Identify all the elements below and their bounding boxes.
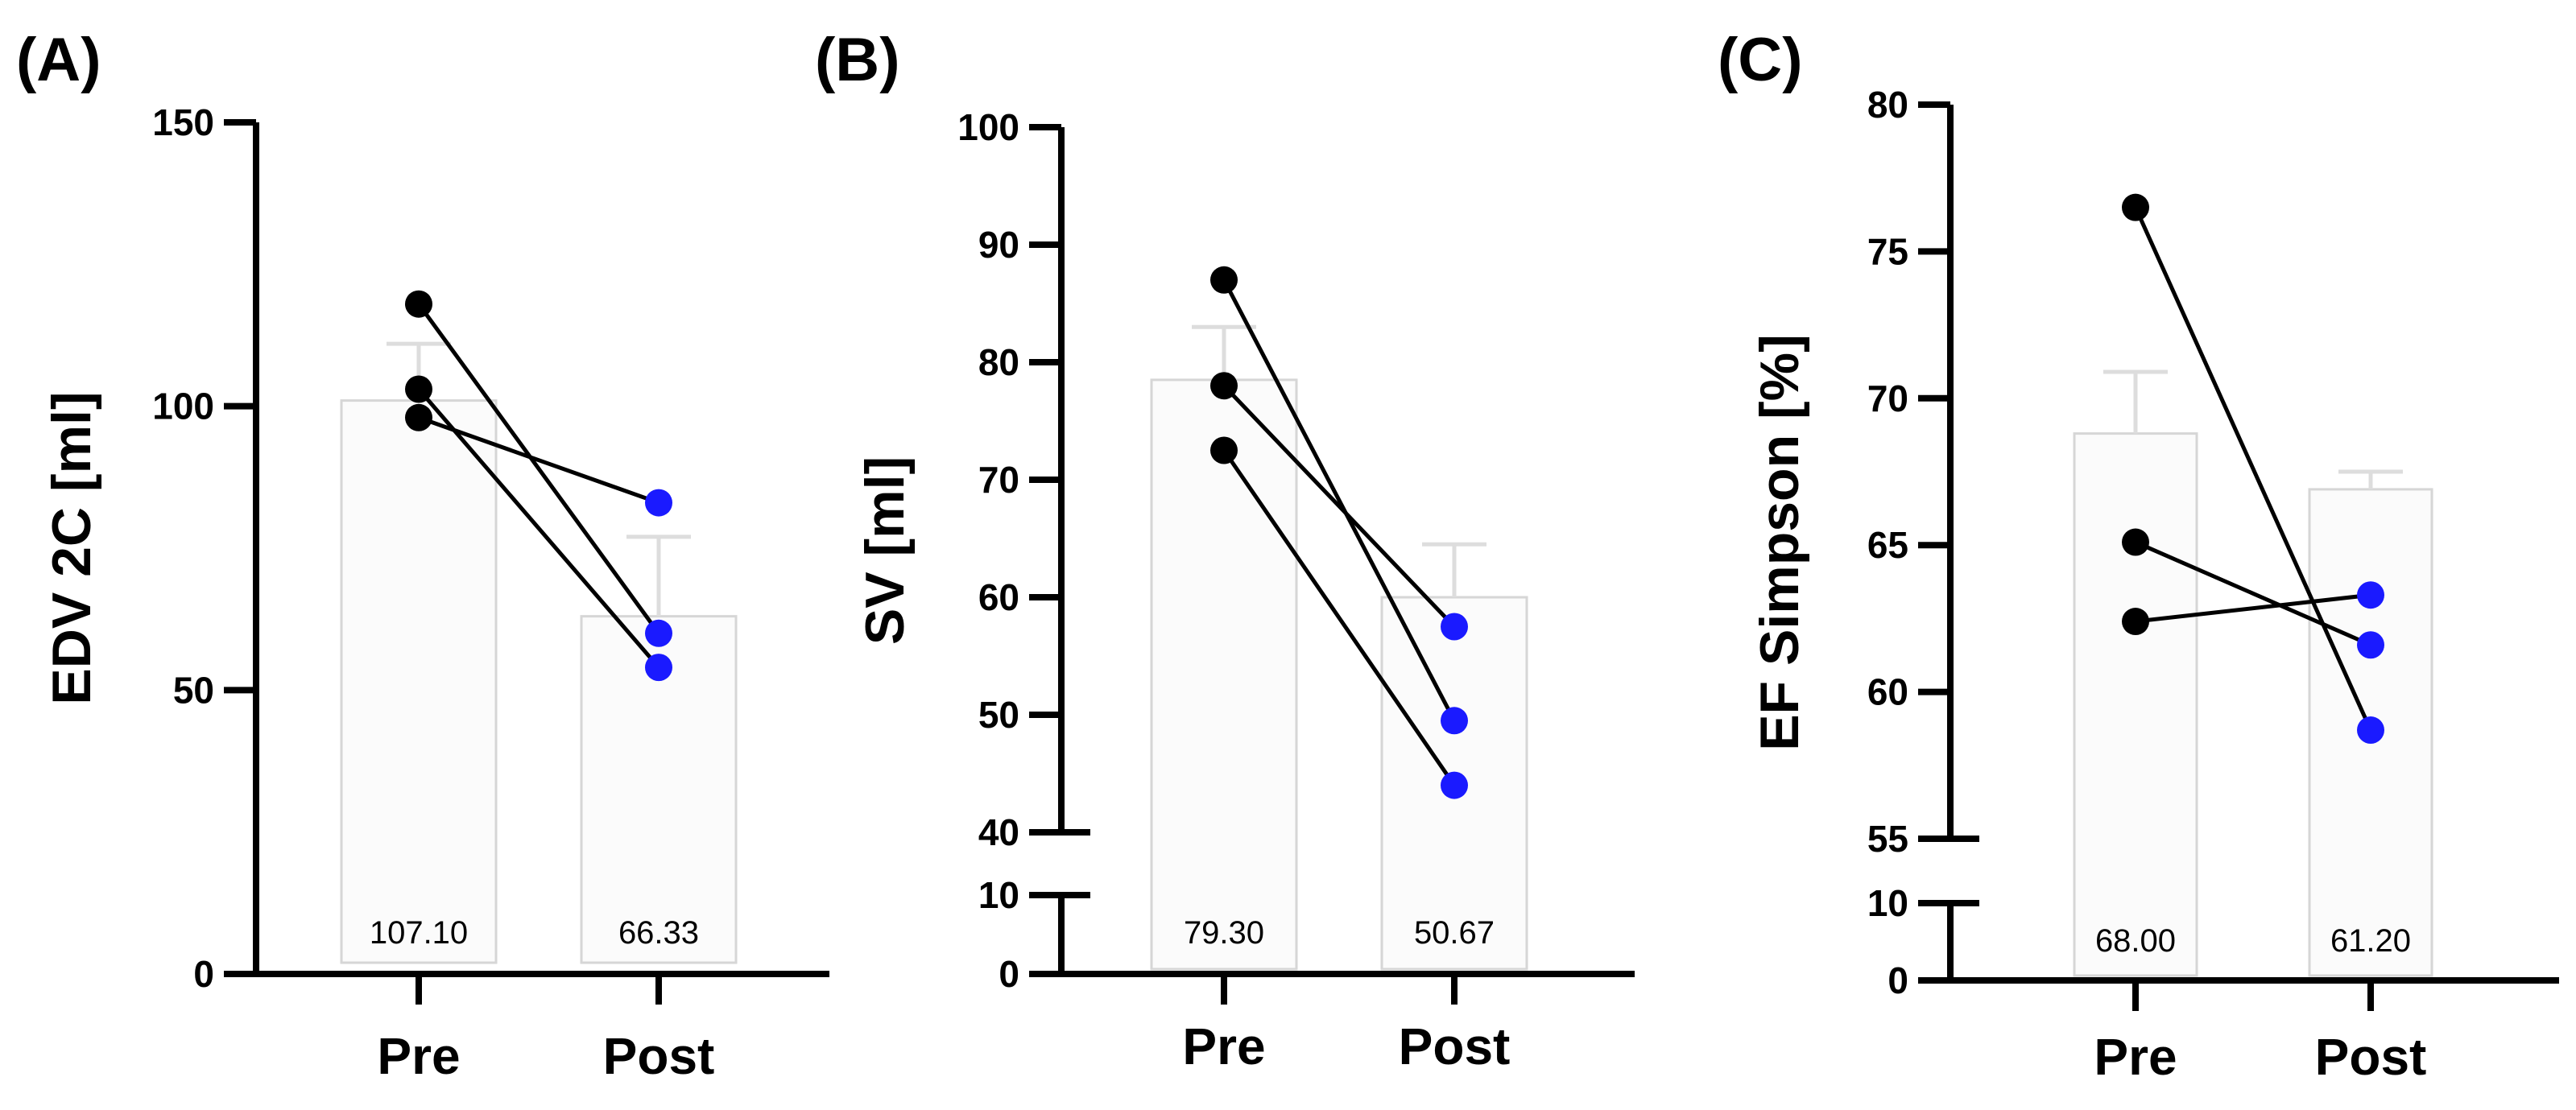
- data-point-pre: [2122, 193, 2149, 221]
- paired-line: [1222, 449, 1457, 787]
- bar-pre: [340, 399, 498, 964]
- y-axis-label: EF Simpson [%]: [1749, 334, 1810, 751]
- data-point-pre: [405, 403, 432, 431]
- data-point-post: [1441, 771, 1468, 799]
- paired-line: [1222, 384, 1456, 629]
- y-tick-label: 75: [1867, 230, 1908, 272]
- data-point-pre: [1210, 266, 1238, 294]
- paired-line: [2134, 540, 2372, 647]
- bar-pre: [2073, 432, 2198, 977]
- data-point-pre: [405, 290, 432, 318]
- y-tick-label: 80: [978, 341, 1019, 383]
- x-tick-label-pre: Pre: [2094, 1028, 2177, 1086]
- data-point-post: [1441, 613, 1468, 641]
- y-tick-label: 80: [1867, 84, 1908, 126]
- y-tick-label: 10: [978, 874, 1019, 916]
- y-tick-label: 50: [978, 694, 1019, 736]
- bar-value-label: 50.67: [1414, 915, 1495, 951]
- panel-letter: (B): [815, 26, 900, 94]
- bar-value-label: 61.20: [2330, 923, 2411, 959]
- data-point-post: [2357, 581, 2384, 609]
- y-tick-label: 150: [152, 101, 214, 143]
- data-point-pre: [2122, 528, 2149, 556]
- data-point-post: [2357, 631, 2384, 659]
- panel-letter: (C): [1718, 26, 1803, 94]
- bar-pre: [1150, 378, 1298, 971]
- x-tick-label-pre: Pre: [377, 1027, 460, 1085]
- data-point-pre: [1210, 372, 1238, 400]
- y-tick-label: 90: [978, 224, 1019, 266]
- x-tick-label-post: Post: [2315, 1028, 2427, 1086]
- data-point-pre: [405, 375, 432, 403]
- data-point-post: [645, 654, 672, 682]
- paired-line: [2135, 592, 2371, 624]
- y-tick-label: 60: [1867, 671, 1908, 713]
- panel-3: (C) EF Simpson [%] 68.00 61.20 0 10 55 60 65 70 75…: [1718, 26, 2559, 1086]
- y-tick-label: 0: [1888, 959, 1908, 1001]
- panel-letter: (A): [16, 26, 101, 94]
- y-tick-label: 65: [1867, 524, 1908, 566]
- paired-line: [418, 415, 660, 505]
- x-tick-label-post: Post: [1399, 1017, 1511, 1075]
- y-tick-label: 60: [978, 576, 1019, 618]
- bar-value-label: 68.00: [2095, 923, 2176, 959]
- y-tick-label: 0: [999, 953, 1019, 995]
- paired-line: [416, 303, 661, 635]
- paired-line: [2133, 206, 2373, 732]
- x-tick-label-pre: Pre: [1182, 1017, 1265, 1075]
- data-point-pre: [2122, 608, 2149, 636]
- paired-line: [417, 387, 660, 669]
- bar-value-label: 79.30: [1184, 915, 1264, 951]
- bar-value-label: 66.33: [618, 915, 699, 951]
- data-point-post: [1441, 707, 1468, 735]
- data-point-post: [645, 489, 672, 517]
- y-tick-label: 0: [193, 953, 214, 995]
- data-point-post: [645, 619, 672, 647]
- y-tick-label: 55: [1867, 818, 1908, 860]
- y-tick-label: 70: [978, 459, 1019, 501]
- y-tick-label: 100: [152, 386, 214, 427]
- y-axis-label: SV [ml]: [854, 456, 916, 645]
- paired-line: [1222, 279, 1457, 722]
- data-point-pre: [1210, 436, 1238, 464]
- y-tick-label: 10: [1867, 882, 1908, 924]
- data-point-post: [2357, 716, 2384, 745]
- y-tick-label: 70: [1867, 378, 1908, 419]
- y-tick-label: 50: [173, 669, 214, 711]
- panel-1: (A) EDV 2C [ml] 107.10 66.33 0 50 100 150 Pre Pos…: [16, 26, 829, 1085]
- x-tick-label-post: Post: [603, 1027, 715, 1085]
- y-axis-label: EDV 2C [ml]: [41, 391, 102, 704]
- y-tick-label: 40: [978, 811, 1019, 853]
- y-tick-label: 100: [957, 106, 1019, 148]
- panel-2: (B) SV [ml] 79.30 50.67 0 10 40 50 60 70 80 90 100 Pr…: [815, 26, 1635, 1075]
- bar-value-label: 107.10: [370, 915, 468, 951]
